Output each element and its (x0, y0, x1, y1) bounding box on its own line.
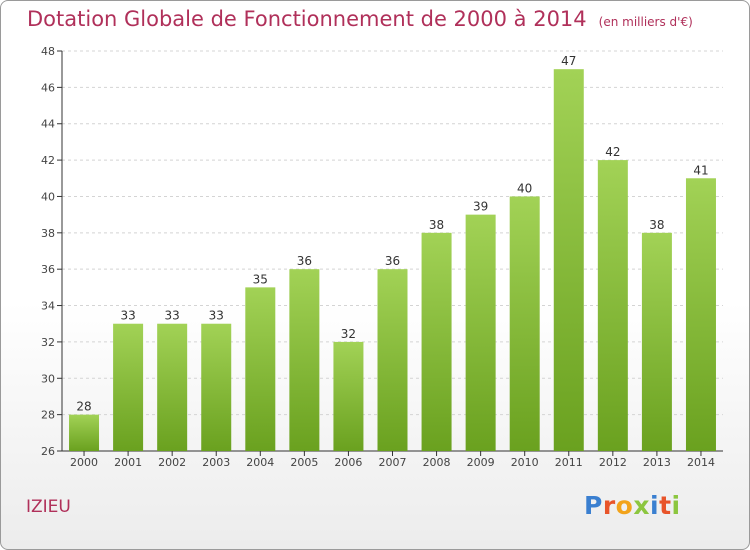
bar (685, 178, 716, 452)
x-tick-label: 2008 (423, 456, 451, 469)
bar (113, 323, 144, 451)
logo-letter: x (633, 491, 650, 520)
y-tick-label: 46 (41, 81, 55, 94)
x-tick-label: 2003 (202, 456, 230, 469)
bar (509, 196, 540, 451)
logo-letter: i (650, 491, 660, 520)
data-label: 36 (297, 254, 312, 268)
bar (597, 160, 628, 451)
data-label: 47 (561, 54, 576, 68)
x-tick-label: 2001 (114, 456, 142, 469)
x-tick-label: 2004 (246, 456, 274, 469)
bar (333, 341, 364, 451)
bar-chart: 26 28 30 32 34 36 38 40 42 44 46 48 28 2000 33 2001 33 20… (41, 45, 723, 469)
bar (641, 232, 672, 451)
y-tick-label: 38 (41, 227, 55, 240)
bar (201, 323, 232, 451)
y-tick-label: 40 (41, 190, 55, 203)
proxiti-logo: Proxiti (584, 491, 681, 520)
x-tick-label: 2005 (290, 456, 318, 469)
y-tick-label: 48 (41, 45, 55, 58)
data-label: 41 (693, 163, 708, 177)
data-label: 33 (165, 309, 180, 323)
data-label: 28 (76, 400, 91, 414)
logo-letter: r (602, 491, 616, 520)
bar (289, 269, 320, 451)
bar (377, 269, 408, 451)
logo-letter: i (671, 491, 681, 520)
data-label: 33 (209, 309, 224, 323)
logo-letter: P (584, 491, 603, 520)
data-label: 33 (120, 309, 135, 323)
data-label: 38 (649, 218, 664, 232)
data-label: 40 (517, 181, 532, 195)
y-tick-label: 44 (41, 118, 55, 131)
title-text: Dotation Globale de Fonctionnement de 20… (27, 7, 587, 31)
bar (157, 323, 188, 451)
data-label: 35 (253, 272, 268, 286)
x-tick-label: 2010 (511, 456, 539, 469)
x-tick-label: 2012 (599, 456, 627, 469)
data-label: 32 (341, 327, 356, 341)
bar (553, 69, 584, 451)
data-label: 38 (429, 218, 444, 232)
bar (69, 414, 100, 451)
y-tick-label: 32 (41, 336, 55, 349)
chart-title: Dotation Globale de Fonctionnement de 20… (27, 7, 693, 31)
x-tick-label: 2009 (467, 456, 495, 469)
data-label: 39 (473, 200, 488, 214)
logo-letter: o (615, 491, 634, 520)
bar (245, 287, 276, 451)
x-tick-label: 2000 (70, 456, 98, 469)
data-label: 42 (605, 145, 620, 159)
x-tick-label: 2013 (643, 456, 671, 469)
y-tick-label: 42 (41, 154, 55, 167)
y-tick-label: 30 (41, 372, 55, 385)
commune-name: IZIEU (26, 497, 71, 517)
bar (465, 214, 496, 451)
x-tick-label: 2014 (687, 456, 715, 469)
x-tick-label: 2011 (555, 456, 583, 469)
y-tick-label: 34 (41, 300, 55, 313)
x-tick-label: 2002 (158, 456, 186, 469)
y-tick-label: 26 (41, 445, 55, 458)
data-label: 36 (385, 254, 400, 268)
y-tick-label: 28 (41, 409, 55, 422)
x-tick-label: 2006 (334, 456, 362, 469)
chart-subtitle: (en milliers d'€) (598, 15, 693, 29)
bar (421, 232, 452, 451)
y-tick-label: 36 (41, 263, 55, 276)
x-tick-label: 2007 (379, 456, 407, 469)
logo-letter: t (659, 491, 672, 520)
